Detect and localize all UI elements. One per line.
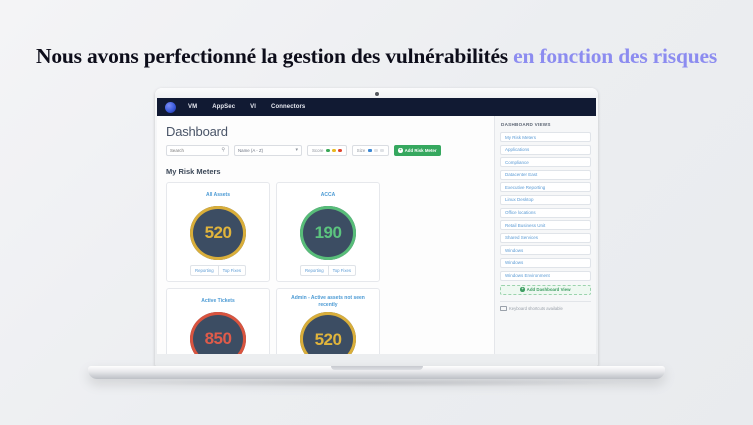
score-dot-amber[interactable] [332, 148, 336, 153]
size-filter[interactable]: Size [351, 145, 390, 156]
size-square-active[interactable] [367, 148, 372, 153]
laptop-bezel-top [155, 88, 598, 98]
sidebar-item-my-risk-meters[interactable]: My Risk Meters [500, 132, 591, 142]
add-dashboard-view-button[interactable]: + Add Dashboard View [500, 284, 591, 295]
section-title: My Risk Meters [166, 167, 221, 176]
sidebar-heading: DASHBOARD VIEWS [501, 122, 551, 127]
sidebar-item-windows-environment[interactable]: Windows Environment [500, 270, 591, 281]
headline-main-text: Nous avons perfectionné la gestion des v… [36, 44, 514, 68]
size-square-large[interactable] [380, 148, 385, 153]
risk-gauge: 190 [300, 205, 356, 260]
app-navbar: VM AppSec VI Connectors [157, 98, 596, 116]
add-risk-meter-label: Add Risk Meter [404, 148, 437, 153]
dashboard-toolbar: ⚲ Name (A - Z) ▾ Score [166, 145, 486, 156]
headline-accent-text: en fonction des risques [513, 44, 717, 68]
add-risk-meter-button[interactable]: + Add Risk Meter [394, 145, 441, 156]
risk-meter-grid: All Assets 520 Reporting Top Fixes [166, 182, 486, 354]
reporting-button[interactable]: Reporting [189, 265, 219, 276]
dashboard-views-sidebar: DASHBOARD VIEWS My Risk Meters Applicati… [494, 116, 596, 354]
risk-meter-title: Active Tickets [201, 298, 235, 305]
risk-meter-card[interactable]: All Assets 520 Reporting Top Fixes [166, 182, 270, 282]
risk-meter-actions: Reporting Top Fixes [189, 265, 247, 276]
chevron-down-icon: ▾ [295, 147, 298, 153]
risk-meter-card[interactable]: ACCA 190 Reporting Top Fixes [276, 182, 380, 282]
gauge-ring [190, 311, 246, 354]
sort-select[interactable]: Name (A - Z) ▾ [234, 145, 302, 156]
gauge-ring [190, 205, 246, 260]
risk-meter-card[interactable]: Admin - Active assets not seen recently … [276, 288, 380, 354]
gauge-ring [300, 312, 356, 354]
nav-item-connectors[interactable]: Connectors [271, 104, 306, 110]
page-headline: Nous avons perfectionné la gestion des v… [0, 44, 753, 69]
risk-gauge: 520 [190, 205, 246, 260]
sidebar-item-linux-desktop[interactable]: Linux Desktop [500, 194, 591, 205]
score-dot-green[interactable] [325, 148, 330, 153]
search-icon[interactable]: ⚲ [221, 147, 225, 153]
nav-item-vi[interactable]: VI [250, 104, 257, 110]
gauge-ring [300, 205, 356, 260]
risk-gauge-value: 850 [204, 329, 232, 349]
add-dashboard-view-label: Add Dashboard View [526, 287, 571, 293]
risk-meter-title: All Assets [206, 192, 230, 199]
laptop-base [88, 366, 665, 379]
risk-meter-title: ACCA [320, 192, 336, 199]
score-dot-red[interactable] [338, 148, 342, 153]
risk-meter-title: Admin - Active assets not seen recently [291, 295, 365, 308]
sort-select-value: Name (A - Z) [238, 148, 264, 153]
score-filter[interactable]: Score [307, 145, 347, 156]
keyboard-shortcuts-note: Keyboard shortcuts available [500, 300, 591, 312]
score-filter-label: Score [312, 148, 324, 153]
risk-gauge-value: 520 [204, 223, 232, 243]
sidebar-item-datacenter-east[interactable]: Datacenter East [500, 169, 591, 180]
laptop-shadow [125, 379, 625, 387]
search-field[interactable] [170, 148, 222, 153]
sidebar-item-executive-reporting[interactable]: Executive Reporting [500, 182, 591, 193]
sidebar-item-office-locations[interactable]: Office locations [500, 207, 591, 218]
sidebar-item-retail-business-unit[interactable]: Retail Business Unit [500, 220, 591, 231]
keyboard-icon [500, 305, 507, 312]
webcam-icon [374, 91, 379, 96]
plus-circle-icon: + [398, 147, 403, 153]
sidebar-item-shared-services[interactable]: Shared Services [500, 232, 591, 243]
page-title: Dashboard [166, 124, 228, 139]
risk-gauge-value: 190 [314, 223, 342, 243]
risk-gauge: 850 [190, 311, 246, 354]
plus-circle-icon: + [520, 287, 525, 292]
top-fixes-button[interactable]: Top Fixes [218, 265, 247, 276]
risk-meter-actions: Reporting Top Fixes [299, 265, 357, 276]
size-square-medium[interactable] [374, 148, 378, 153]
nav-item-appsec[interactable]: AppSec [212, 104, 236, 110]
sidebar-item-compliance[interactable]: Compliance [500, 157, 591, 168]
risk-gauge: 520 [300, 312, 356, 354]
top-fixes-button[interactable]: Top Fixes [328, 265, 357, 276]
app-logo-icon[interactable] [165, 101, 176, 113]
risk-meter-card[interactable]: Active Tickets 850 Reporting Top Fixes [166, 288, 270, 354]
search-input[interactable]: ⚲ [166, 145, 229, 156]
size-filter-label: Size [356, 148, 366, 153]
sidebar-item-applications[interactable]: Applications [500, 144, 591, 155]
risk-gauge-value: 520 [314, 329, 342, 349]
reporting-button[interactable]: Reporting [299, 265, 329, 276]
laptop-screen: VM AppSec VI Connectors Dashboard ⚲ [157, 98, 596, 354]
keyboard-shortcuts-label: Keyboard shortcuts available [509, 305, 563, 311]
main-content: Dashboard ⚲ Name (A - Z) ▾ Score [157, 116, 494, 354]
laptop-lid: VM AppSec VI Connectors Dashboard ⚲ [155, 88, 598, 366]
app-body: Dashboard ⚲ Name (A - Z) ▾ Score [157, 116, 596, 354]
sidebar-item-windows-2[interactable]: Windows [500, 257, 591, 268]
nav-item-vm[interactable]: VM [188, 104, 198, 110]
sidebar-item-windows-1[interactable]: Windows [500, 245, 591, 256]
